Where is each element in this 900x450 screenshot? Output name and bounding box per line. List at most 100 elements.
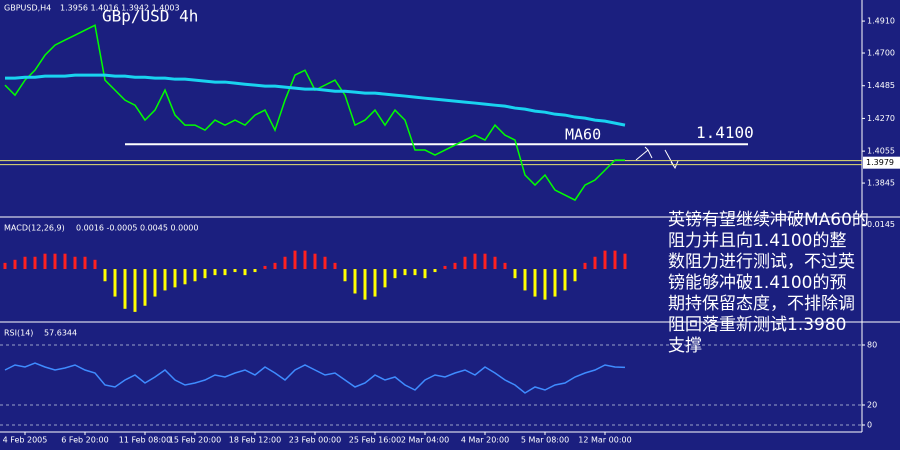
bar: [153, 269, 157, 297]
bar: [403, 269, 407, 276]
bar: [283, 256, 287, 269]
bar: [433, 269, 437, 273]
bar: [313, 253, 317, 269]
bar: [293, 250, 297, 269]
bar: [163, 269, 167, 291]
x-tick-label: 12 Mar 00:00: [578, 436, 631, 445]
note-line: 数阻力进行测试，不过英: [668, 252, 855, 272]
bar: [273, 262, 277, 269]
x-tick-label: 4 Mar 20:00: [461, 436, 509, 445]
chart-title: GBp/USD 4h: [102, 7, 198, 26]
bar: [353, 269, 357, 294]
bar: [183, 269, 187, 285]
bar: [173, 269, 177, 288]
x-tick-label: 2 Mar 04:00: [401, 436, 449, 445]
ohlc-readout: 1.3956 1.4016 1.3942 1.4003: [60, 4, 180, 13]
symbol-label: GBPUSD,H4: [4, 4, 51, 13]
bar: [233, 269, 237, 273]
bar: [193, 269, 197, 282]
bar: [93, 259, 97, 269]
bar: [553, 269, 557, 297]
bar: [133, 269, 137, 312]
series-line: [4, 362, 626, 394]
arrow: [635, 146, 653, 161]
bar: [523, 269, 527, 291]
bar: [613, 250, 617, 269]
y-tick-label: 1.4485: [867, 81, 895, 90]
bar: [13, 259, 17, 269]
bar: [483, 253, 487, 269]
bar: [393, 269, 397, 279]
x-tick-label: 4 Feb 2005: [3, 436, 48, 445]
macd-readout: 0.0016 -0.0005 0.0045 0.0000: [76, 224, 198, 233]
bar: [113, 269, 117, 297]
bar: [413, 269, 417, 276]
bar: [223, 269, 227, 276]
note-line: 支撑: [668, 336, 702, 356]
note-line: 期持保留态度，不排除调: [668, 294, 855, 314]
x-tick-label: 18 Feb 12:00: [229, 436, 281, 445]
y-tick-label: 1.3845: [867, 179, 895, 188]
bar: [43, 253, 47, 269]
x-tick-label: 11 Feb 08:00: [119, 436, 171, 445]
bar: [23, 256, 27, 269]
x-tick-label: 5 Mar 08:00: [521, 436, 569, 445]
bar: [463, 256, 467, 269]
bar: [33, 256, 37, 269]
bar: [253, 269, 257, 273]
bar: [303, 250, 307, 269]
bar: [543, 269, 547, 300]
bar: [53, 253, 57, 269]
bar: [593, 256, 597, 269]
bar: [563, 269, 567, 291]
bar: [323, 256, 327, 269]
y-tick-label: 1.4055: [867, 147, 895, 156]
x-tick-label: 15 Feb 20:00: [169, 436, 221, 445]
bar: [623, 253, 627, 269]
y-tick-label: 0: [867, 421, 872, 430]
x-tick-label: 25 Feb 16:00: [349, 436, 401, 445]
note-line: 镑能够冲破1.4100的预: [668, 273, 846, 293]
bar: [83, 256, 87, 269]
bar: [203, 269, 207, 279]
note-line: 阻回落重新测试1.3980: [668, 315, 846, 335]
bar: [493, 256, 497, 269]
bar: [143, 269, 147, 306]
macd-title: MACD(12,26,9): [4, 224, 65, 233]
y-tick-label: 1.4270: [867, 114, 895, 123]
y-tick-label: 1.4700: [867, 49, 895, 58]
bar: [343, 269, 347, 282]
bar: [63, 253, 67, 269]
note-line: 阻力并且向1.4100的整: [668, 231, 846, 251]
level-label: 1.4100: [696, 123, 754, 142]
bar: [373, 269, 377, 297]
bar: [383, 269, 387, 288]
bar: [513, 269, 517, 279]
bar: [103, 269, 107, 282]
bar: [213, 269, 217, 276]
bar: [583, 262, 587, 269]
bar: [423, 269, 427, 279]
bar: [333, 262, 337, 269]
y-tick-label: 80: [867, 341, 877, 350]
y-tick-label: 20: [867, 401, 877, 410]
series-line: [5, 73, 626, 127]
bar: [533, 269, 537, 297]
bar: [123, 269, 127, 309]
bar: [603, 250, 607, 269]
note-line: 英镑有望继续冲破MA60的: [668, 210, 869, 230]
bar: [263, 265, 267, 269]
ma-label: MA60: [565, 126, 601, 144]
price-box: [863, 156, 900, 169]
bar: [453, 262, 457, 269]
rsi-title: RSI(14): [4, 329, 33, 338]
bar: [473, 253, 477, 269]
x-tick-label: 6 Feb 20:00: [61, 436, 108, 445]
bar: [363, 269, 367, 300]
bar: [443, 265, 447, 269]
y-tick-label: 1.4910: [867, 17, 895, 26]
bar: [503, 262, 507, 269]
bar: [573, 269, 577, 282]
bar: [243, 269, 247, 276]
